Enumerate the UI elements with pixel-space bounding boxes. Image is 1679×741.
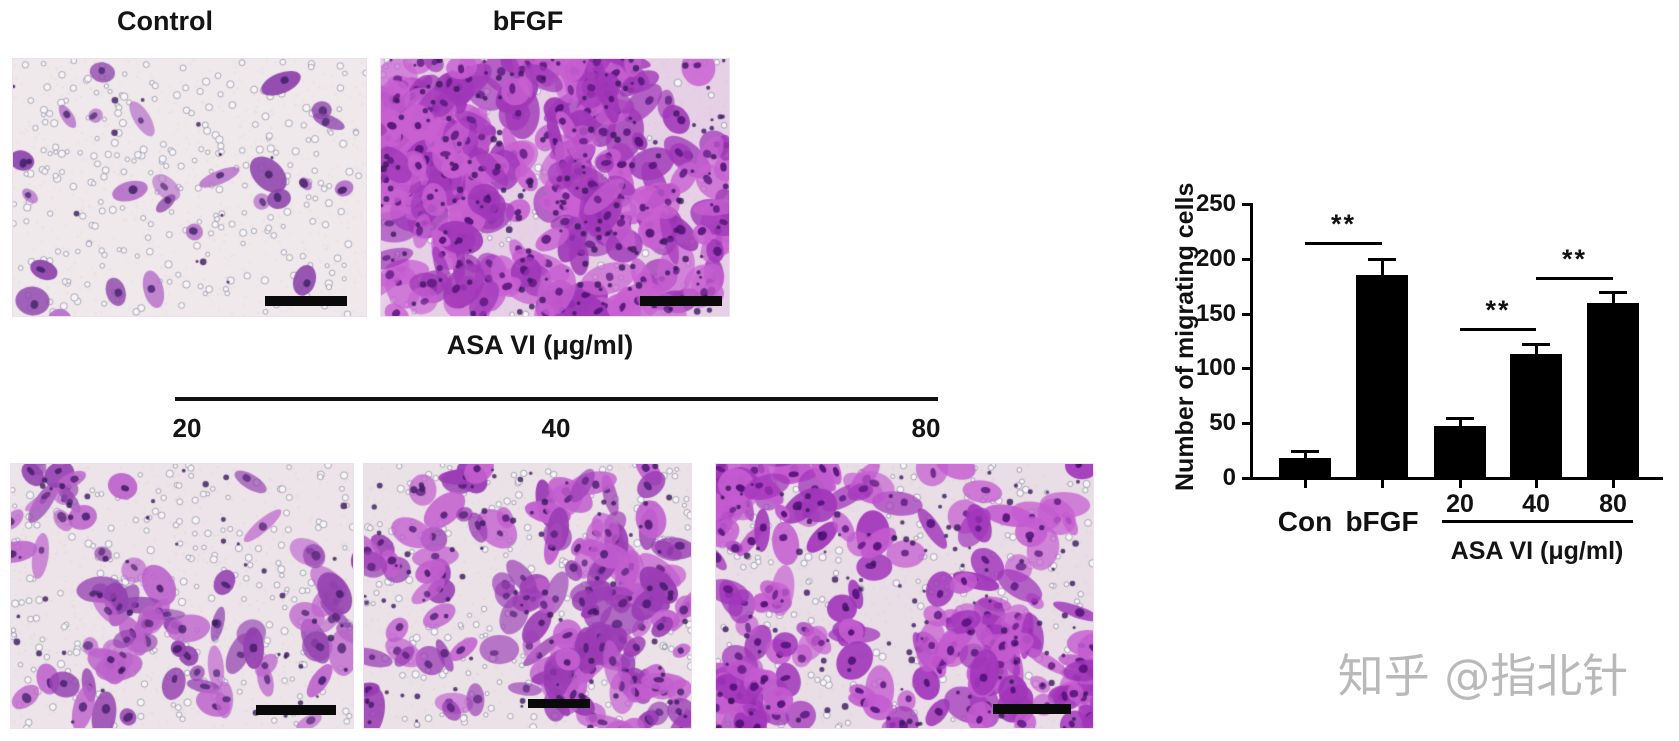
significance-bracket-2 — [1536, 277, 1613, 281]
micrograph-asa20 — [10, 463, 354, 729]
x-axis-line — [1250, 477, 1663, 480]
micrograph-control — [12, 58, 367, 317]
bar-40 — [1510, 354, 1562, 478]
x-category-label-20: 20 — [1446, 490, 1474, 518]
error-bar-cap-Con — [1291, 449, 1319, 453]
panel-label-bfgf: bFGF — [492, 6, 564, 36]
x-tick-mark — [1380, 479, 1384, 488]
y-tick-label: 100 — [1195, 354, 1236, 382]
y-tick-label: 200 — [1195, 244, 1236, 272]
error-bar-cap-20 — [1446, 416, 1474, 420]
x-category-label-bFGF: bFGF — [1345, 506, 1419, 537]
x-tick-mark — [1458, 479, 1462, 488]
y-tick-label: 50 — [1209, 409, 1236, 437]
significance-label-0: ** — [1330, 209, 1356, 240]
significance-bracket-0 — [1305, 242, 1382, 246]
bar-80 — [1587, 302, 1639, 478]
y-tick-mark — [1242, 257, 1252, 261]
micrograph-asa80 — [715, 463, 1094, 729]
significance-label-1: ** — [1485, 294, 1511, 325]
scale-bar — [993, 704, 1071, 714]
y-tick-label: 250 — [1195, 190, 1236, 217]
error-bar-cap-80 — [1599, 290, 1627, 294]
y-tick-mark — [1242, 367, 1252, 371]
x-tick-mark — [1303, 479, 1307, 488]
chart-group-underline — [1442, 520, 1633, 523]
error-bar-cap-40 — [1522, 343, 1550, 347]
x-category-label-40: 40 — [1522, 490, 1550, 518]
x-category-label-80: 80 — [1599, 490, 1627, 518]
error-bar-bFGF — [1380, 258, 1384, 280]
micrograph-bfgf — [380, 58, 730, 317]
scale-bar — [265, 296, 347, 306]
bar-20 — [1434, 426, 1486, 478]
x-category-label-Con: Con — [1277, 506, 1333, 537]
group-divider-line — [175, 397, 938, 401]
panel-label-asa20: 20 — [172, 413, 202, 443]
y-tick-label: 0 — [1222, 464, 1236, 491]
micrograph-asa40 — [363, 463, 692, 729]
y-tick-mark — [1242, 477, 1252, 480]
significance-label-2: ** — [1561, 244, 1587, 275]
scale-bar — [528, 699, 590, 708]
error-bar-40 — [1534, 344, 1538, 359]
error-bar-20 — [1458, 417, 1462, 431]
scale-bar — [640, 296, 722, 306]
scale-bar — [256, 705, 336, 715]
error-bar-Con — [1303, 450, 1307, 463]
panel-label-asa40: 40 — [541, 413, 571, 443]
panel-label-asa80: 80 — [911, 413, 941, 443]
x-tick-mark — [1534, 479, 1538, 488]
x-tick-mark — [1611, 479, 1615, 488]
y-axis-title: Number of migrating cells — [1171, 182, 1199, 491]
error-bar-cap-bFGF — [1368, 257, 1396, 261]
y-tick-mark — [1242, 203, 1252, 206]
chart-group-label: ASA VI (μg/ml) — [1450, 537, 1624, 565]
watermark: 知乎 @指北针 — [1337, 649, 1629, 703]
error-bar-80 — [1611, 291, 1615, 307]
y-tick-mark — [1242, 422, 1252, 426]
group-header-label: ASA VI (μg/ml) — [446, 330, 634, 360]
significance-bracket-1 — [1460, 327, 1536, 331]
bar-Con — [1279, 458, 1331, 478]
y-axis-line — [1250, 203, 1253, 480]
y-tick-label: 150 — [1195, 299, 1236, 327]
y-tick-mark — [1242, 312, 1252, 316]
bar-bFGF — [1356, 275, 1408, 478]
panel-label-control: Control — [117, 6, 213, 36]
